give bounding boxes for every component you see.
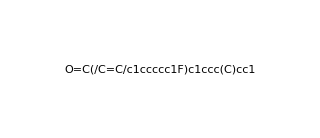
Text: O=C(/C=C/c1ccccc1F)c1ccc(C)cc1: O=C(/C=C/c1ccccc1F)c1ccc(C)cc1 xyxy=(64,64,256,74)
